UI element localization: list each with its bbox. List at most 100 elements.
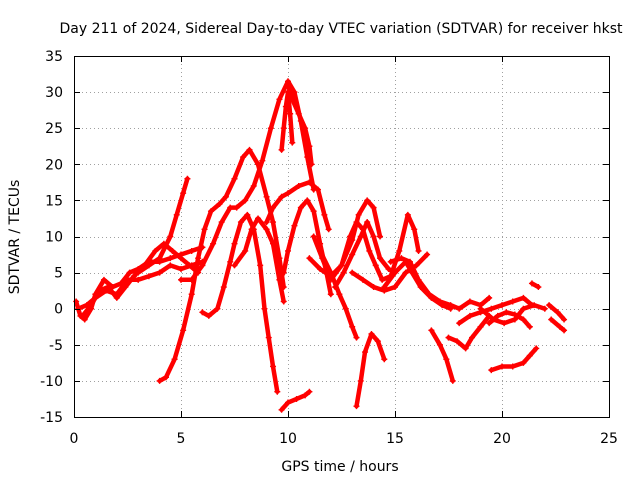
plus-marker — [178, 265, 184, 272]
series-trace-27 — [488, 345, 540, 374]
plus-marker — [381, 356, 388, 363]
plus-marker — [306, 255, 313, 262]
plus-marker — [499, 363, 505, 370]
series-line — [232, 216, 286, 304]
plus-marker — [509, 298, 516, 305]
plus-marker — [392, 269, 398, 276]
plus-marker — [250, 182, 257, 189]
plus-marker — [503, 309, 510, 316]
plus-marker — [188, 247, 195, 254]
plus-marker — [385, 265, 392, 272]
plus-marker — [188, 276, 195, 283]
series-trace-25 — [486, 309, 533, 330]
plus-marker — [201, 226, 208, 233]
plus-marker — [285, 247, 291, 254]
plus-marker — [289, 139, 296, 146]
series-trace-21 — [381, 258, 454, 312]
plus-marker — [342, 305, 349, 312]
plus-marker — [75, 305, 82, 312]
plus-marker — [501, 320, 508, 327]
plus-marker — [310, 208, 317, 215]
y-tick-label: 10 — [45, 230, 63, 246]
plus-marker — [456, 320, 463, 327]
plus-marker — [327, 269, 334, 276]
plus-marker — [338, 262, 345, 269]
plus-marker — [173, 211, 180, 218]
plus-marker — [237, 219, 244, 226]
plus-marker — [336, 291, 343, 298]
plus-marker — [145, 262, 152, 269]
plus-marker — [210, 240, 217, 247]
plus-marker — [285, 81, 291, 88]
plus-marker — [167, 233, 174, 240]
plus-marker — [195, 255, 202, 262]
plus-marker — [349, 323, 356, 330]
plus-marker — [276, 276, 283, 283]
plus-marker — [231, 240, 238, 247]
plus-marker — [317, 265, 324, 272]
plus-marker — [561, 316, 568, 323]
plus-marker — [424, 251, 431, 258]
plus-marker — [248, 226, 255, 233]
plus-marker — [554, 309, 561, 316]
plus-marker — [306, 388, 313, 395]
plus-marker — [477, 305, 484, 312]
plus-marker — [349, 251, 356, 258]
series-trace-19 — [353, 330, 388, 410]
plus-marker — [287, 110, 294, 117]
plus-marker — [499, 302, 505, 309]
series-trace-13 — [278, 388, 313, 413]
plus-marker — [531, 302, 538, 309]
plus-marker — [297, 204, 304, 211]
plus-marker — [205, 312, 212, 319]
x-tick-label: 0 — [70, 431, 79, 447]
plus-marker — [280, 269, 287, 276]
plus-marker — [428, 294, 435, 301]
plus-marker — [321, 211, 328, 218]
plus-marker — [291, 222, 298, 229]
plus-marker — [520, 359, 527, 366]
plus-marker — [267, 125, 274, 132]
plus-marker — [295, 182, 302, 189]
series-trace-29 — [546, 302, 568, 323]
plus-marker — [285, 190, 291, 197]
plus-marker — [227, 204, 234, 211]
plus-marker — [302, 392, 309, 399]
plus-marker — [242, 247, 249, 254]
series-trace-26 — [477, 302, 548, 327]
plus-marker — [214, 305, 221, 312]
plus-marker — [520, 316, 527, 323]
plus-marker — [370, 284, 377, 291]
series-line — [446, 313, 492, 351]
series-trace-24 — [456, 294, 535, 327]
plus-marker — [477, 323, 484, 330]
plus-marker — [377, 255, 384, 262]
plus-marker — [533, 345, 540, 352]
y-tick-label: 25 — [45, 121, 63, 137]
plus-marker — [466, 312, 473, 319]
plus-marker — [327, 291, 334, 298]
plus-marker — [488, 367, 495, 374]
y-tick-label: -5 — [49, 338, 63, 354]
plus-marker — [263, 193, 270, 200]
plus-marker — [528, 280, 535, 287]
plus-marker — [233, 204, 240, 211]
plus-marker — [220, 284, 227, 291]
y-axis-label: SDTVAR / TECUs — [7, 180, 23, 295]
series-line — [354, 331, 387, 409]
plus-marker — [392, 284, 398, 291]
x-tick-label: 20 — [493, 431, 511, 447]
y-tick-label: 30 — [45, 85, 63, 101]
series-trace-06 — [199, 211, 281, 395]
plus-marker — [145, 273, 152, 280]
plus-marker — [526, 323, 533, 330]
plus-marker — [347, 233, 354, 240]
plus-marker — [270, 204, 277, 211]
series-line — [157, 147, 286, 384]
plus-marker — [135, 276, 142, 283]
plus-marker — [105, 284, 112, 291]
plus-marker — [372, 262, 379, 269]
plus-marker — [353, 334, 360, 341]
x-tick-label: 5 — [177, 431, 186, 447]
